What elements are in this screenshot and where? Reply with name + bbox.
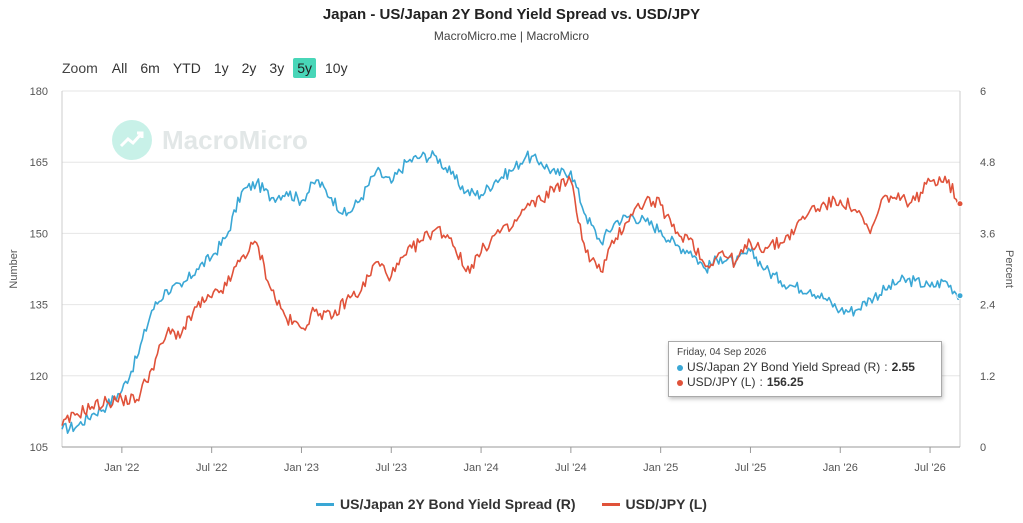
- zoom-3y-button[interactable]: 3y: [269, 60, 285, 76]
- x-tick-label: Jan '26: [823, 462, 858, 474]
- x-tick-label: Jan '22: [104, 462, 139, 474]
- y-left-tick-label: 165: [30, 157, 48, 169]
- y-right-tick-label: 1.2: [980, 371, 995, 383]
- macromicro-logo-icon: [112, 120, 152, 160]
- legend-swatch-spread: [316, 502, 335, 506]
- zoom-10y-button[interactable]: 10y: [325, 60, 348, 76]
- zoom-all-button[interactable]: All: [111, 60, 128, 76]
- tooltip-spread-dot: [677, 364, 683, 371]
- tooltip-row-usdjpy: USD/JPY (L): 156.25: [677, 375, 933, 390]
- series-line-spread: [61, 150, 961, 434]
- y-left-tick-label: 180: [30, 86, 48, 98]
- tooltip-spread-value: 2.55: [891, 360, 915, 374]
- chart-subtitle: MacroMicro.me | MacroMicro: [433, 29, 590, 43]
- x-tick-label: Jan '24: [463, 462, 498, 474]
- tooltip-usdjpy-value: 156.25: [766, 375, 804, 389]
- chart-title: Japan - US/Japan 2Y Bond Yield Spread vs…: [322, 6, 701, 23]
- tooltip-spread-name: US/Japan 2Y Bond Yield Spread (R): [687, 360, 881, 374]
- y-right-tick-label: 3.6: [980, 228, 995, 240]
- zoom-5y-button[interactable]: 5y: [293, 58, 316, 78]
- legend-label-usdjpy: USD/JPY (L): [625, 496, 707, 512]
- hover-point-spread: [956, 292, 964, 300]
- zoom-ytd-button[interactable]: YTD: [172, 60, 201, 76]
- y-right-tick-label: 4.8: [980, 157, 995, 169]
- legend-swatch-usdjpy: [601, 502, 620, 506]
- macromicro-watermark: MacroMicro: [112, 120, 308, 160]
- y-left-tick-label: 135: [30, 300, 48, 312]
- y-right-tick-label: 2.4: [980, 300, 995, 312]
- zoom-1y-button[interactable]: 1y: [213, 60, 229, 76]
- tooltip-usdjpy-name: USD/JPY (L): [687, 375, 756, 389]
- hover-point-usdjpy: [956, 200, 964, 208]
- x-tick-label: Jul '22: [196, 462, 227, 474]
- zoom-bar: Zoom All 6m YTD 1y 2y 3y 5y 10y: [62, 58, 357, 78]
- y-left-tick-label: 120: [30, 371, 48, 383]
- y-left-axis-title: Number: [8, 249, 20, 288]
- x-tick-label: Jul '23: [376, 462, 407, 474]
- series-line-usdjpy: [61, 175, 961, 426]
- tooltip-date: Friday, 04 Sep 2026: [677, 347, 767, 358]
- y-left-tick-label: 105: [30, 442, 48, 454]
- watermark-text: MacroMicro: [162, 124, 308, 155]
- tooltip-row-spread: US/Japan 2Y Bond Yield Spread (R): 2.55: [677, 360, 933, 375]
- x-tick-label: Jul '26: [914, 462, 945, 474]
- y-right-tick-label: 6: [980, 86, 986, 98]
- legend-item-usdjpy[interactable]: USD/JPY (L): [601, 496, 707, 512]
- legend-item-spread[interactable]: US/Japan 2Y Bond Yield Spread (R): [316, 496, 576, 512]
- chart-legend: US/Japan 2Y Bond Yield Spread (R) USD/JP…: [0, 496, 1023, 512]
- chart-tooltip: Friday, 04 Sep 2026 US/Japan 2Y Bond Yie…: [668, 341, 942, 397]
- x-tick-label: Jan '23: [284, 462, 319, 474]
- x-tick-label: Jul '24: [555, 462, 586, 474]
- tooltip-usdjpy-dot: [677, 379, 683, 386]
- legend-label-spread: US/Japan 2Y Bond Yield Spread (R): [340, 496, 576, 512]
- zoom-label: Zoom: [62, 60, 98, 76]
- x-tick-label: Jan '25: [643, 462, 678, 474]
- x-tick-label: Jul '25: [735, 462, 766, 474]
- y-right-tick-label: 0: [980, 442, 986, 454]
- zoom-2y-button[interactable]: 2y: [241, 60, 257, 76]
- zoom-6m-button[interactable]: 6m: [140, 60, 160, 76]
- y-left-tick-label: 150: [30, 228, 48, 240]
- y-right-axis-title: Percent: [1003, 250, 1015, 288]
